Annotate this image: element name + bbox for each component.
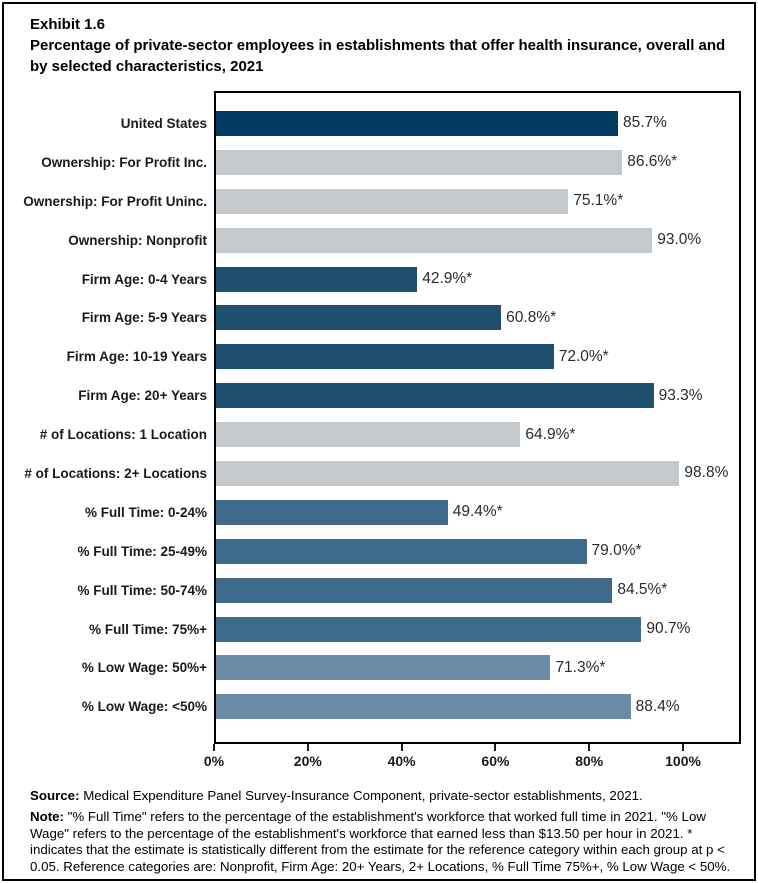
x-axis-tick-mark xyxy=(494,744,497,751)
x-axis-tick-mark xyxy=(213,744,215,751)
bar-value-label: 90.7% xyxy=(646,620,691,638)
bar xyxy=(216,188,569,214)
bar-value-label: 86.6%* xyxy=(627,153,678,171)
source-label: Source: xyxy=(30,788,80,803)
source-line: Source: Medical Expenditure Panel Survey… xyxy=(30,787,736,804)
category-label: Firm Age: 10-19 Years xyxy=(66,349,207,365)
bar xyxy=(216,577,613,603)
x-axis-tick-mark xyxy=(682,744,685,751)
bar xyxy=(216,305,502,331)
bar xyxy=(216,266,418,292)
bar xyxy=(216,616,642,642)
bar-value-label: 42.9%* xyxy=(422,270,473,287)
bar xyxy=(216,538,587,564)
category-label: % Low Wage: 50%+ xyxy=(81,660,207,676)
bar xyxy=(216,460,680,486)
x-axis-tick-label: 40% xyxy=(387,753,416,769)
category-label: Firm Age: 5-9 Years xyxy=(81,310,207,326)
x-axis-tick-label: 100% xyxy=(665,753,701,769)
bar-value-label: 93.0% xyxy=(657,231,702,249)
title-block: Exhibit 1.6 Percentage of private-sector… xyxy=(30,14,736,77)
x-axis: 0% 20% 40% 60% 80% 100% xyxy=(204,744,737,780)
bar-row: 72.0%* xyxy=(216,337,739,376)
bar-row: 93.3% xyxy=(216,376,739,415)
bar-row: 85.7% xyxy=(216,104,739,143)
bar xyxy=(216,655,551,681)
bar-row: 49.4%* xyxy=(216,493,739,532)
bar-value-label: 64.9%* xyxy=(525,425,576,443)
category-label: Firm Age: 0-4 Years xyxy=(81,271,207,287)
bar-value-label: 79.0%* xyxy=(591,542,642,560)
bar-value-label: 88.4% xyxy=(635,697,680,715)
x-axis-tick-mark xyxy=(306,744,309,751)
footer: Source: Medical Expenditure Panel Survey… xyxy=(30,787,736,875)
category-labels-column: United States Ownership: For Profit Inc. O… xyxy=(4,91,214,744)
bar xyxy=(216,499,448,525)
x-axis-tick-label: 60% xyxy=(481,753,510,769)
note-line: Note: "% Full Time" refers to the percen… xyxy=(30,809,736,875)
bar-value-label: 60.8%* xyxy=(506,308,557,326)
note-text: "% Full Time" refers to the percentage o… xyxy=(30,809,731,874)
bar-row: 98.8% xyxy=(216,454,739,493)
page-title: Percentage of private-sector employees i… xyxy=(30,37,726,75)
category-label: % Full Time: 25-49% xyxy=(77,543,207,559)
bar-row: 93.0% xyxy=(216,221,739,260)
exhibit-number: Exhibit 1.6 xyxy=(30,16,106,33)
category-label: Ownership: For Profit Inc. xyxy=(41,154,207,170)
bar-row: 86.6%* xyxy=(216,143,739,182)
bar-row: 71.3%* xyxy=(216,648,739,687)
plot-area: 85.7% 86.6%* 75.1%* 93.0% 42.9%* 60.8%* 72.0%*… xyxy=(214,91,741,744)
category-label: Ownership: For Profit Uninc. xyxy=(23,193,207,209)
category-label: # of Locations: 1 Location xyxy=(39,427,207,443)
bar-row: 60.8%* xyxy=(216,298,739,337)
bar-value-label: 75.1%* xyxy=(573,192,624,210)
note-label: Note: xyxy=(30,809,64,824)
bar-row: 79.0%* xyxy=(216,532,739,571)
bar xyxy=(216,383,654,409)
bar-value-label: 93.3% xyxy=(658,386,703,404)
bar xyxy=(216,110,618,136)
bar-row: 88.4% xyxy=(216,687,739,726)
bar-value-label: 49.4%* xyxy=(452,503,503,521)
x-axis-tick-mark xyxy=(400,744,403,751)
bar-value-label: 72.0%* xyxy=(558,347,609,365)
category-label: % Full Time: 0-24% xyxy=(84,504,207,520)
bar xyxy=(216,227,653,253)
category-label: % Full Time: 50-74% xyxy=(77,582,207,598)
bar xyxy=(216,149,623,175)
bar-row: 64.9%* xyxy=(216,415,739,454)
bar-row: 42.9%* xyxy=(216,260,739,299)
category-label: # of Locations: 2+ Locations xyxy=(24,465,207,481)
category-label: Firm Age: 20+ Years xyxy=(78,388,207,404)
bar-value-label: 71.3%* xyxy=(555,658,606,676)
category-label: Ownership: Nonprofit xyxy=(68,232,207,248)
bar-value-label: 98.8% xyxy=(684,464,729,482)
bar-value-label: 84.5%* xyxy=(617,581,668,599)
bar xyxy=(216,422,521,448)
x-axis-tick-mark xyxy=(588,744,591,751)
x-axis-tick-label: 0% xyxy=(203,753,225,769)
x-axis-tick-label: 80% xyxy=(575,753,604,769)
category-label: % Low Wage: <50% xyxy=(81,699,207,715)
category-label: United States xyxy=(120,115,207,131)
x-axis-tick-label: 20% xyxy=(293,753,322,769)
bar xyxy=(216,344,554,370)
bar-value-label: 85.7% xyxy=(622,114,667,132)
bar-row: 90.7% xyxy=(216,610,739,649)
bar-row: 75.1%* xyxy=(216,182,739,221)
bar xyxy=(216,694,631,720)
bar-row: 84.5%* xyxy=(216,571,739,610)
category-label: % Full Time: 75%+ xyxy=(89,621,207,637)
source-text: Medical Expenditure Panel Survey-Insuran… xyxy=(79,788,643,803)
